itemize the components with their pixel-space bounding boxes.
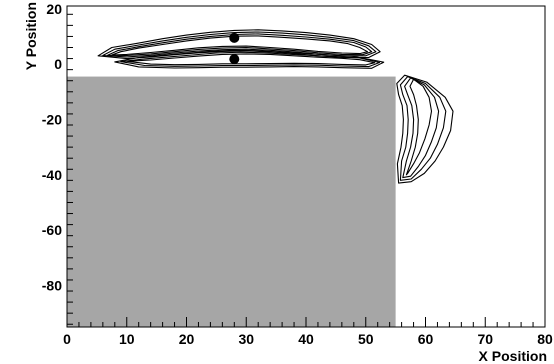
y-tick-label--80: -80: [42, 277, 62, 293]
contour-right-crescent-level-4: [396, 74, 454, 184]
y-tick-label-20: 20: [46, 1, 62, 17]
x-tick-label-30: 30: [238, 331, 254, 347]
marker-point-1: [229, 32, 240, 43]
contour-right-crescent-level-2: [402, 77, 440, 179]
marker-point-2: [229, 54, 240, 65]
contour-lower-band-level-2: [120, 51, 381, 68]
x-tick-label-0: 0: [63, 331, 71, 347]
x-tick-label-20: 20: [179, 331, 195, 347]
x-tick-label-50: 50: [358, 331, 374, 347]
contour-right-crescent-level-1: [405, 78, 433, 176]
x-tick-label-40: 40: [298, 331, 314, 347]
x-tick-label-10: 10: [119, 331, 135, 347]
x-tick-label-70: 70: [477, 331, 493, 347]
contour-upper-band-level-2: [107, 33, 373, 57]
contour-upper-band-level-1: [111, 35, 369, 56]
contour-lower-band-level-1: [126, 53, 376, 66]
contour-right-crescent-level-3: [399, 76, 447, 181]
x-tick-label-60: 60: [418, 331, 434, 347]
y-tick-label-0: 0: [54, 56, 62, 72]
y-tick-label--60: -60: [42, 222, 62, 238]
contour-lower-band-level-3: [114, 49, 385, 69]
x-axis-title: X Position: [479, 348, 547, 364]
y-axis-title: Y Position: [23, 2, 39, 70]
shaded-region: [67, 76, 396, 327]
x-tick-label-80: 80: [537, 331, 553, 347]
y-tick-label--40: -40: [42, 167, 62, 183]
contour-upper-band-level-3: [102, 31, 377, 58]
y-tick-label--20: -20: [42, 111, 62, 127]
